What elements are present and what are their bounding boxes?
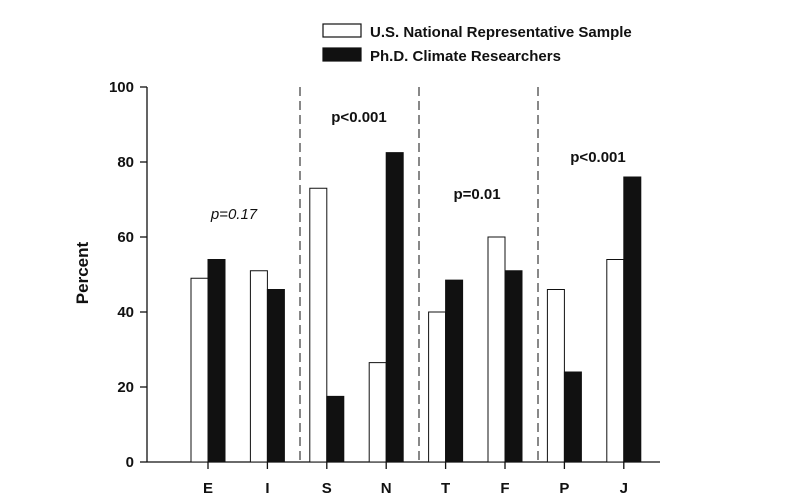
x-tick-label-S: S <box>322 480 332 497</box>
bar-climate-researchers-J <box>623 176 642 463</box>
bar-climate-researchers-P <box>563 371 582 463</box>
bar-us-sample-F <box>487 236 506 463</box>
y-tick-label-5: 100 <box>109 79 134 96</box>
x-tick-label-T: T <box>441 480 450 497</box>
legend: U.S. National Representative Sample Ph.D… <box>322 23 632 65</box>
y-tick-label-1: 20 <box>117 379 134 396</box>
legend-label-series-0: U.S. National Representative Sample <box>370 24 632 41</box>
bar-us-sample-N <box>368 362 387 463</box>
bar-climate-researchers-F <box>504 270 523 463</box>
p-value-annotation-2: p=0.01 <box>453 186 500 203</box>
y-tick-label-3: 60 <box>117 229 134 246</box>
legend-swatch-series-0 <box>322 23 362 38</box>
p-value-annotation-3: p<0.001 <box>570 149 625 166</box>
x-tick-label-N: N <box>381 480 392 497</box>
p-value-annotation-1: p<0.001 <box>331 109 386 126</box>
bar-climate-researchers-S <box>326 395 345 463</box>
y-tick-label-2: 40 <box>117 304 134 321</box>
y-tick-label-4: 80 <box>117 154 134 171</box>
y-axis-label: Percent <box>73 241 92 304</box>
x-tick-label-I: I <box>265 480 269 497</box>
bar-us-sample-S <box>309 187 328 463</box>
x-tick-label-F: F <box>500 480 509 497</box>
bar-us-sample-E <box>190 277 209 463</box>
legend-swatch-series-1 <box>322 47 362 62</box>
bar-climate-researchers-E <box>207 259 226 463</box>
plot-area: 0 20 40 60 80 100 E I S N T F P Jp=0.17 p<0.001 p=0.01 p… <box>109 79 660 497</box>
y-tick-label-0: 0 <box>126 454 134 471</box>
bar-climate-researchers-N <box>385 152 404 463</box>
x-tick-label-P: P <box>559 480 569 497</box>
x-tick-label-J: J <box>620 480 628 497</box>
p-value-annotation-0: p=0.17 <box>210 206 258 223</box>
bar-climate-researchers-T <box>445 279 464 463</box>
bar-us-sample-I <box>249 270 268 463</box>
x-tick-label-E: E <box>203 480 213 497</box>
bar-us-sample-J <box>606 259 625 463</box>
bar-climate-researchers-I <box>266 289 285 463</box>
legend-label-series-1: Ph.D. Climate Researchers <box>370 48 561 65</box>
bar-us-sample-T <box>428 311 447 463</box>
bar-us-sample-P <box>546 289 565 463</box>
